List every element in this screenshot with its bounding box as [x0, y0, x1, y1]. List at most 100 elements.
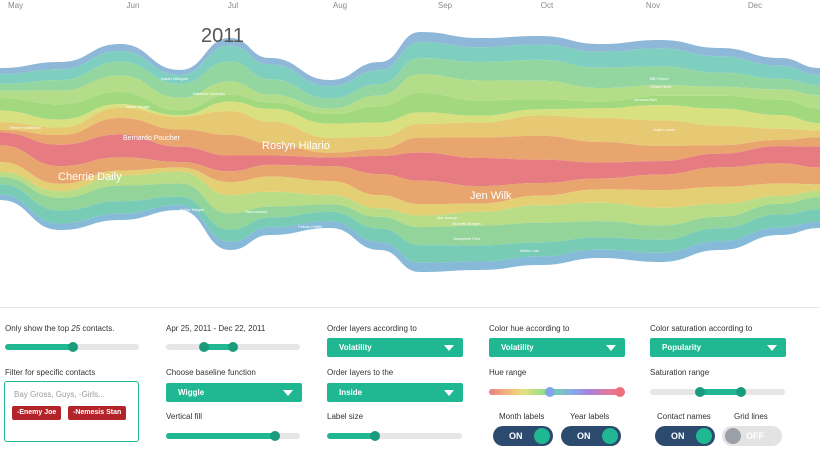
filter-input[interactable]: Bay Gross, Guys, -Girls... -Enemy Joe -N… [4, 381, 139, 442]
toggle-state: ON [671, 431, 685, 441]
month-tick-label: Aug [333, 1, 347, 10]
contact-names-label: Contact names [657, 412, 711, 421]
slider-fill [327, 433, 375, 439]
baseline-label: Choose baseline function [166, 368, 256, 377]
chevron-down-icon [767, 345, 777, 351]
month-tick-label: Sep [438, 1, 453, 10]
toggle-state: OFF [746, 431, 764, 441]
divider [0, 307, 820, 308]
contact-names-toggle[interactable]: ON [655, 426, 715, 446]
stream-layer[interactable] [0, 145, 820, 205]
slider-fill [166, 433, 275, 439]
contact-label: Nisha Lolo [520, 248, 540, 253]
month-tick-label: Dec [748, 1, 762, 10]
month-axis: May Jun Jul Aug Sep Oct Nov Dec [8, 1, 762, 10]
stream-layer[interactable] [0, 184, 820, 263]
filter-chip[interactable]: -Enemy Joe [12, 406, 62, 420]
grid-lines-toggle[interactable]: OFF [722, 426, 782, 446]
toggle-knob [725, 428, 741, 444]
contact-label: Hobie Helgen [180, 207, 204, 212]
streamgraph-chart: May Jun Jul Aug Sep Oct Nov Dec 2011 Cherrie Da… [0, 1, 820, 272]
contact-label: Ilsa Jessup [437, 215, 458, 220]
stream-layer[interactable] [0, 176, 820, 246]
order-to-dropdown[interactable]: Inside [327, 383, 463, 402]
range-start-knob[interactable] [695, 387, 705, 397]
slider-knob[interactable] [270, 431, 280, 441]
dropdown-value: Volatility [501, 343, 534, 352]
range-start-knob[interactable] [545, 387, 555, 397]
vertical-fill-label: Vertical fill [166, 412, 203, 421]
year-label: 2011 [201, 25, 244, 47]
top-contacts-label: Only show the top 25 contacts. [5, 324, 115, 333]
slider-knob[interactable] [370, 431, 380, 441]
stream-layer[interactable] [0, 101, 820, 138]
date-range-slider[interactable] [166, 342, 300, 352]
range-end-knob[interactable] [736, 387, 746, 397]
hue-range-label: Hue range [489, 368, 527, 377]
month-labels-label: Month labels [499, 412, 545, 421]
stream-layer[interactable] [0, 107, 820, 153]
contact-label: Isaiah Hilleguer [161, 76, 189, 81]
color-saturation-dropdown[interactable]: Popularity [650, 338, 786, 357]
filter-placeholder: Bay Gross, Guys, -Girls... [14, 390, 105, 399]
chevron-down-icon [283, 390, 293, 396]
month-tick-label: May [8, 1, 23, 10]
order-layers-label: Order layers according to [327, 324, 417, 333]
contact-label: Natasha Hovnotin [193, 91, 225, 96]
chevron-down-icon [444, 390, 454, 396]
contact-label: Roslyn Hilario [262, 140, 330, 152]
toggle-state: ON [577, 431, 591, 441]
color-hue-dropdown[interactable]: Volatility [489, 338, 625, 357]
contact-label: Felicia Griffith [298, 224, 322, 229]
stream-layers [0, 32, 820, 272]
stream-layer[interactable] [0, 132, 820, 187]
stream-layer[interactable] [0, 194, 820, 272]
top-contacts-slider[interactable] [5, 342, 139, 352]
month-tick-label: Jun [127, 1, 140, 10]
year-labels-toggle[interactable]: ON [561, 426, 621, 446]
contact-label: Cherrie Daily [58, 171, 122, 183]
range-start-knob[interactable] [199, 342, 209, 352]
vertical-fill-slider[interactable] [166, 431, 300, 441]
month-labels-toggle[interactable]: ON [493, 426, 553, 446]
saturation-range-slider[interactable] [650, 387, 785, 397]
hue-range-slider[interactable] [489, 387, 625, 397]
saturation-range-label: Saturation range [650, 368, 710, 377]
toggle-knob [534, 428, 550, 444]
toggle-state: ON [509, 431, 523, 441]
slider-fill [700, 389, 740, 395]
label-size-label: Label size [327, 412, 364, 421]
stream-layer[interactable] [0, 58, 820, 109]
dropdown-value: Popularity [662, 343, 702, 352]
stream-layer[interactable] [0, 117, 820, 163]
contact-label: Bernardo Poucher [123, 135, 180, 142]
label-size-slider[interactable] [327, 431, 462, 441]
stream-layer[interactable] [0, 171, 820, 228]
dropdown-value: Volatility [339, 343, 372, 352]
slider-knob[interactable] [68, 342, 78, 352]
contact-label: Kate Lonnie [654, 127, 676, 132]
stream-layer[interactable] [0, 162, 820, 216]
slider-fill [203, 344, 233, 350]
baseline-dropdown[interactable]: Wiggle [166, 383, 302, 402]
stream-layer[interactable] [0, 42, 820, 99]
contact-labels: Cherrie Daily Bernardo Poucher Roslyn Hila… [10, 76, 676, 253]
stream-layer[interactable] [0, 32, 820, 87]
range-end-knob[interactable] [615, 387, 625, 397]
contact-label: Michelle Burgan [452, 221, 481, 226]
date-range-label: Apr 25, 2011 - Dec 22, 2011 [166, 324, 266, 333]
month-tick-label: Oct [541, 1, 554, 10]
slider-fill [5, 344, 73, 350]
stream-layer[interactable] [0, 74, 820, 114]
toggle-knob [602, 428, 618, 444]
filter-chip[interactable]: -Nemesis Stan [68, 406, 127, 420]
grid-lines-label: Grid lines [734, 412, 768, 421]
order-layers-dropdown[interactable]: Volatility [327, 338, 463, 357]
stream-layer[interactable] [0, 92, 820, 124]
contact-label: Hammersley [245, 209, 267, 214]
contact-label: Bill Flenes [650, 76, 668, 81]
order-to-label: Order layers to the [327, 368, 394, 377]
range-end-knob[interactable] [228, 342, 238, 352]
contact-label: Steve Haggle [126, 104, 151, 109]
color-hue-label: Color hue according to [489, 324, 570, 333]
